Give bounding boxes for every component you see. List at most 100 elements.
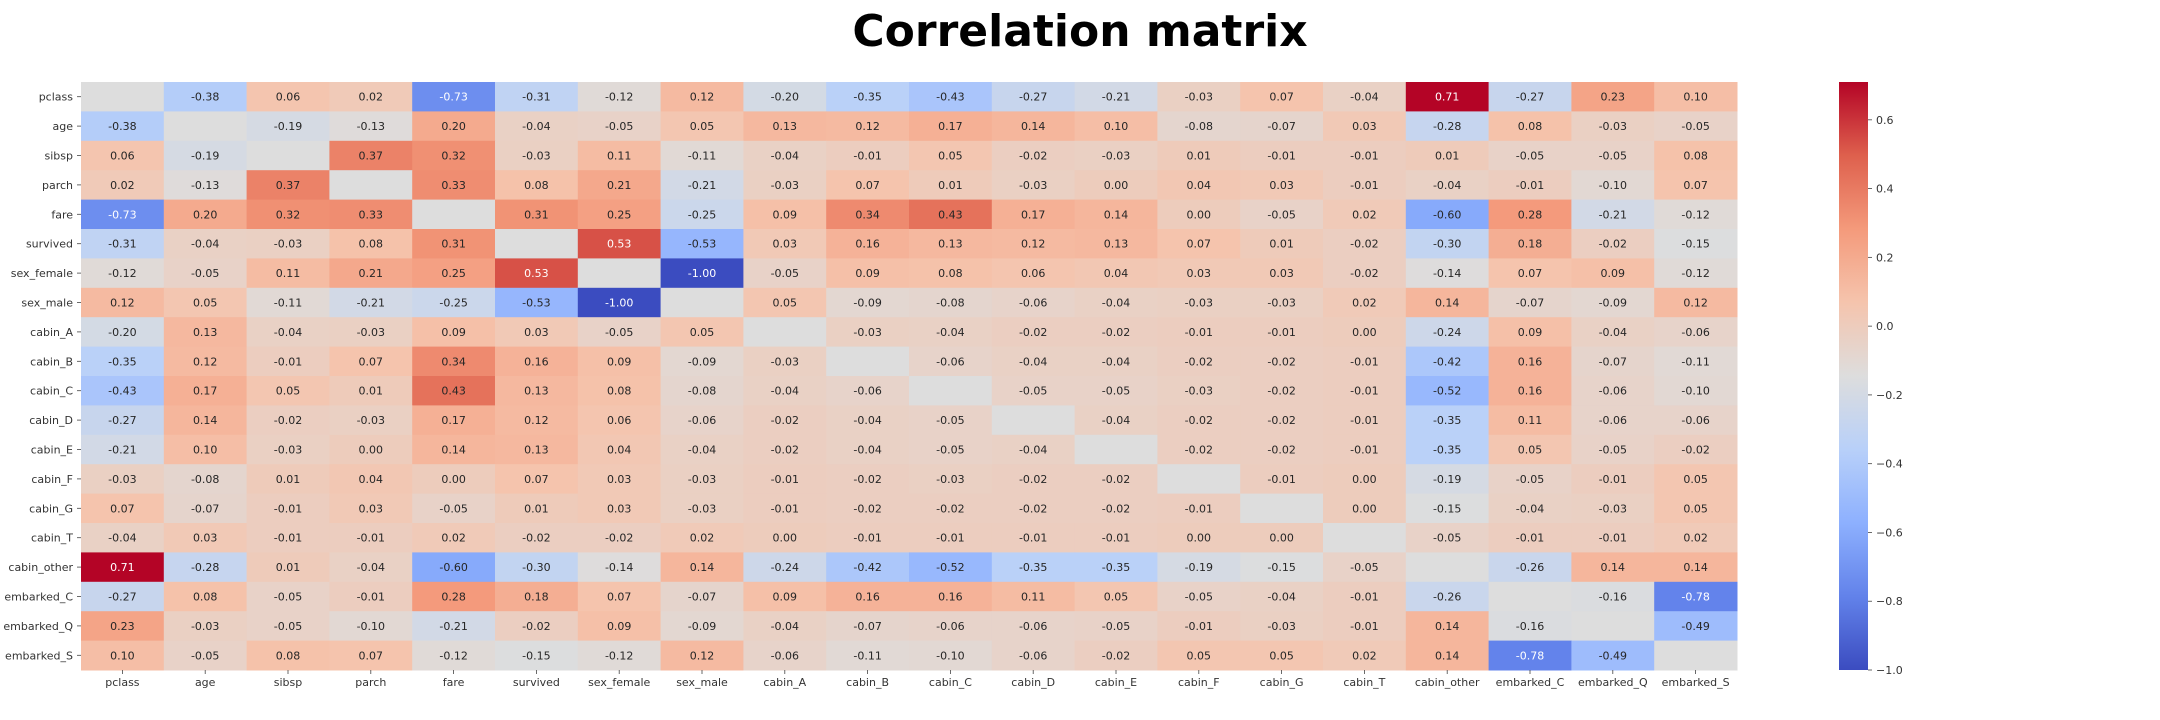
cell-value-label: -0.05 (191, 267, 219, 280)
row-tick-label: sibsp (45, 150, 74, 163)
cell-value-label: -0.27 (1516, 91, 1544, 104)
cell-value-label: -0.06 (1681, 414, 1709, 427)
cell-value-label: -0.27 (1019, 91, 1047, 104)
row-tick-label: cabin_E (31, 444, 73, 457)
cell-value-label: 0.07 (359, 355, 384, 368)
cell-value-label: -0.05 (1599, 444, 1627, 457)
heatmap-cell (1654, 640, 1738, 671)
heatmap-cell (1074, 611, 1158, 642)
heatmap-cell (1488, 346, 1572, 377)
heatmap-cell (495, 199, 579, 230)
heatmap-cell (660, 405, 744, 436)
heatmap-cell (246, 346, 330, 377)
cell-value-label: 0.09 (1518, 326, 1543, 339)
heatmap-cell (1571, 199, 1655, 230)
cell-value-label: -0.02 (1267, 444, 1295, 457)
heatmap-cell (1074, 552, 1158, 583)
heatmap-cell (329, 640, 413, 671)
heatmap-cell (577, 376, 662, 406)
heatmap-cell (1654, 581, 1738, 612)
heatmap-cell (1157, 199, 1241, 230)
cell-value-label: -0.01 (1350, 444, 1378, 457)
cell-value-label: -0.14 (1433, 267, 1461, 280)
cell-value-label: -0.19 (274, 120, 302, 133)
heatmap-cell (246, 229, 330, 259)
cell-value-label: 0.17 (441, 414, 466, 427)
heatmap-cell (163, 552, 248, 583)
heatmap-cell (329, 170, 413, 201)
heatmap-cell (1323, 464, 1407, 495)
column-tick-label: cabin_A (763, 676, 806, 689)
cell-value-label: -0.03 (274, 444, 302, 457)
heatmap-cell (1074, 523, 1158, 553)
heatmap-cell (743, 111, 827, 142)
heatmap-cell (577, 170, 662, 201)
heatmap-cell (1571, 82, 1655, 112)
heatmap-cell (991, 229, 1076, 259)
cell-value-label: -0.01 (1599, 473, 1627, 486)
heatmap-cell (1405, 287, 1490, 318)
cell-value-label: -0.05 (605, 326, 633, 339)
cell-value-label: 0.10 (1683, 91, 1708, 104)
heatmap-cell (81, 552, 165, 583)
heatmap-cell (1405, 346, 1490, 377)
cell-value-label: 0.28 (441, 591, 466, 604)
heatmap-cell (1654, 287, 1738, 318)
heatmap-cell (1157, 317, 1241, 348)
cell-value-label: -0.05 (1267, 208, 1295, 221)
heatmap-cell (1323, 82, 1407, 112)
heatmap-cells: -0.38 0.06 0.02 -0.73 -0.31 -0.12 0.12 -0.20 -0.… (81, 82, 1738, 671)
heatmap-cell (412, 464, 496, 495)
heatmap-cell (1240, 111, 1324, 142)
heatmap-cell (495, 552, 579, 583)
heatmap-cell (577, 140, 662, 171)
column-tick-label: cabin_D (1011, 676, 1055, 689)
cell-value-label: -0.31 (522, 91, 550, 104)
row-tick-label: cabin_other (8, 561, 73, 574)
cell-value-label: -0.02 (1102, 649, 1130, 662)
heatmap-cell (1571, 346, 1655, 377)
heatmap-cell (1405, 258, 1490, 289)
heatmap-cell (1074, 82, 1158, 112)
heatmap-cell (1488, 376, 1572, 406)
cell-value-label: -0.03 (357, 326, 385, 339)
heatmap-cell (1240, 581, 1324, 612)
heatmap-cell (1488, 640, 1572, 671)
heatmap-cell (826, 82, 910, 112)
heatmap-cell (577, 523, 662, 553)
heatmap-cell (246, 111, 330, 142)
heatmap-cell (1488, 317, 1572, 348)
heatmap-cell (991, 317, 1076, 348)
cell-value-label: -0.10 (1681, 385, 1709, 398)
cell-value-label: -0.04 (274, 326, 302, 339)
heatmap-cell (81, 287, 165, 318)
cell-value-label: -0.05 (1599, 150, 1627, 163)
cell-value-label: 0.09 (441, 326, 466, 339)
heatmap-cell (826, 111, 910, 142)
cell-value-label: -0.53 (688, 238, 716, 251)
cell-value-label: 0.02 (441, 532, 466, 545)
heatmap-cell (826, 405, 910, 436)
cell-value-label: -0.03 (771, 179, 799, 192)
cell-value-label: 0.08 (193, 591, 218, 604)
cell-value-label: -0.01 (357, 591, 385, 604)
cell-value-label: -0.21 (357, 297, 385, 310)
cell-value-label: -0.02 (1599, 238, 1627, 251)
heatmap-cell (826, 229, 910, 259)
heatmap-cell (163, 111, 248, 142)
column-tick-label: embarked_C (1496, 676, 1565, 689)
cell-value-label: -0.01 (357, 532, 385, 545)
cell-value-label: -0.03 (522, 150, 550, 163)
cell-value-label: -0.01 (1267, 150, 1295, 163)
cell-value-label: -0.01 (771, 473, 799, 486)
row-tick-label: cabin_F (31, 473, 73, 486)
cell-value-label: 0.32 (276, 208, 301, 221)
heatmap-cell (743, 405, 827, 436)
heatmap-cell (1240, 317, 1324, 348)
colorbar-tick-label: −0.6 (1876, 526, 1903, 539)
cell-value-label: 0.02 (690, 532, 715, 545)
cell-value-label: -0.24 (771, 561, 799, 574)
heatmap-cell (1571, 611, 1655, 642)
cell-value-label: -0.01 (853, 150, 881, 163)
cell-value-label: 0.07 (1683, 179, 1708, 192)
